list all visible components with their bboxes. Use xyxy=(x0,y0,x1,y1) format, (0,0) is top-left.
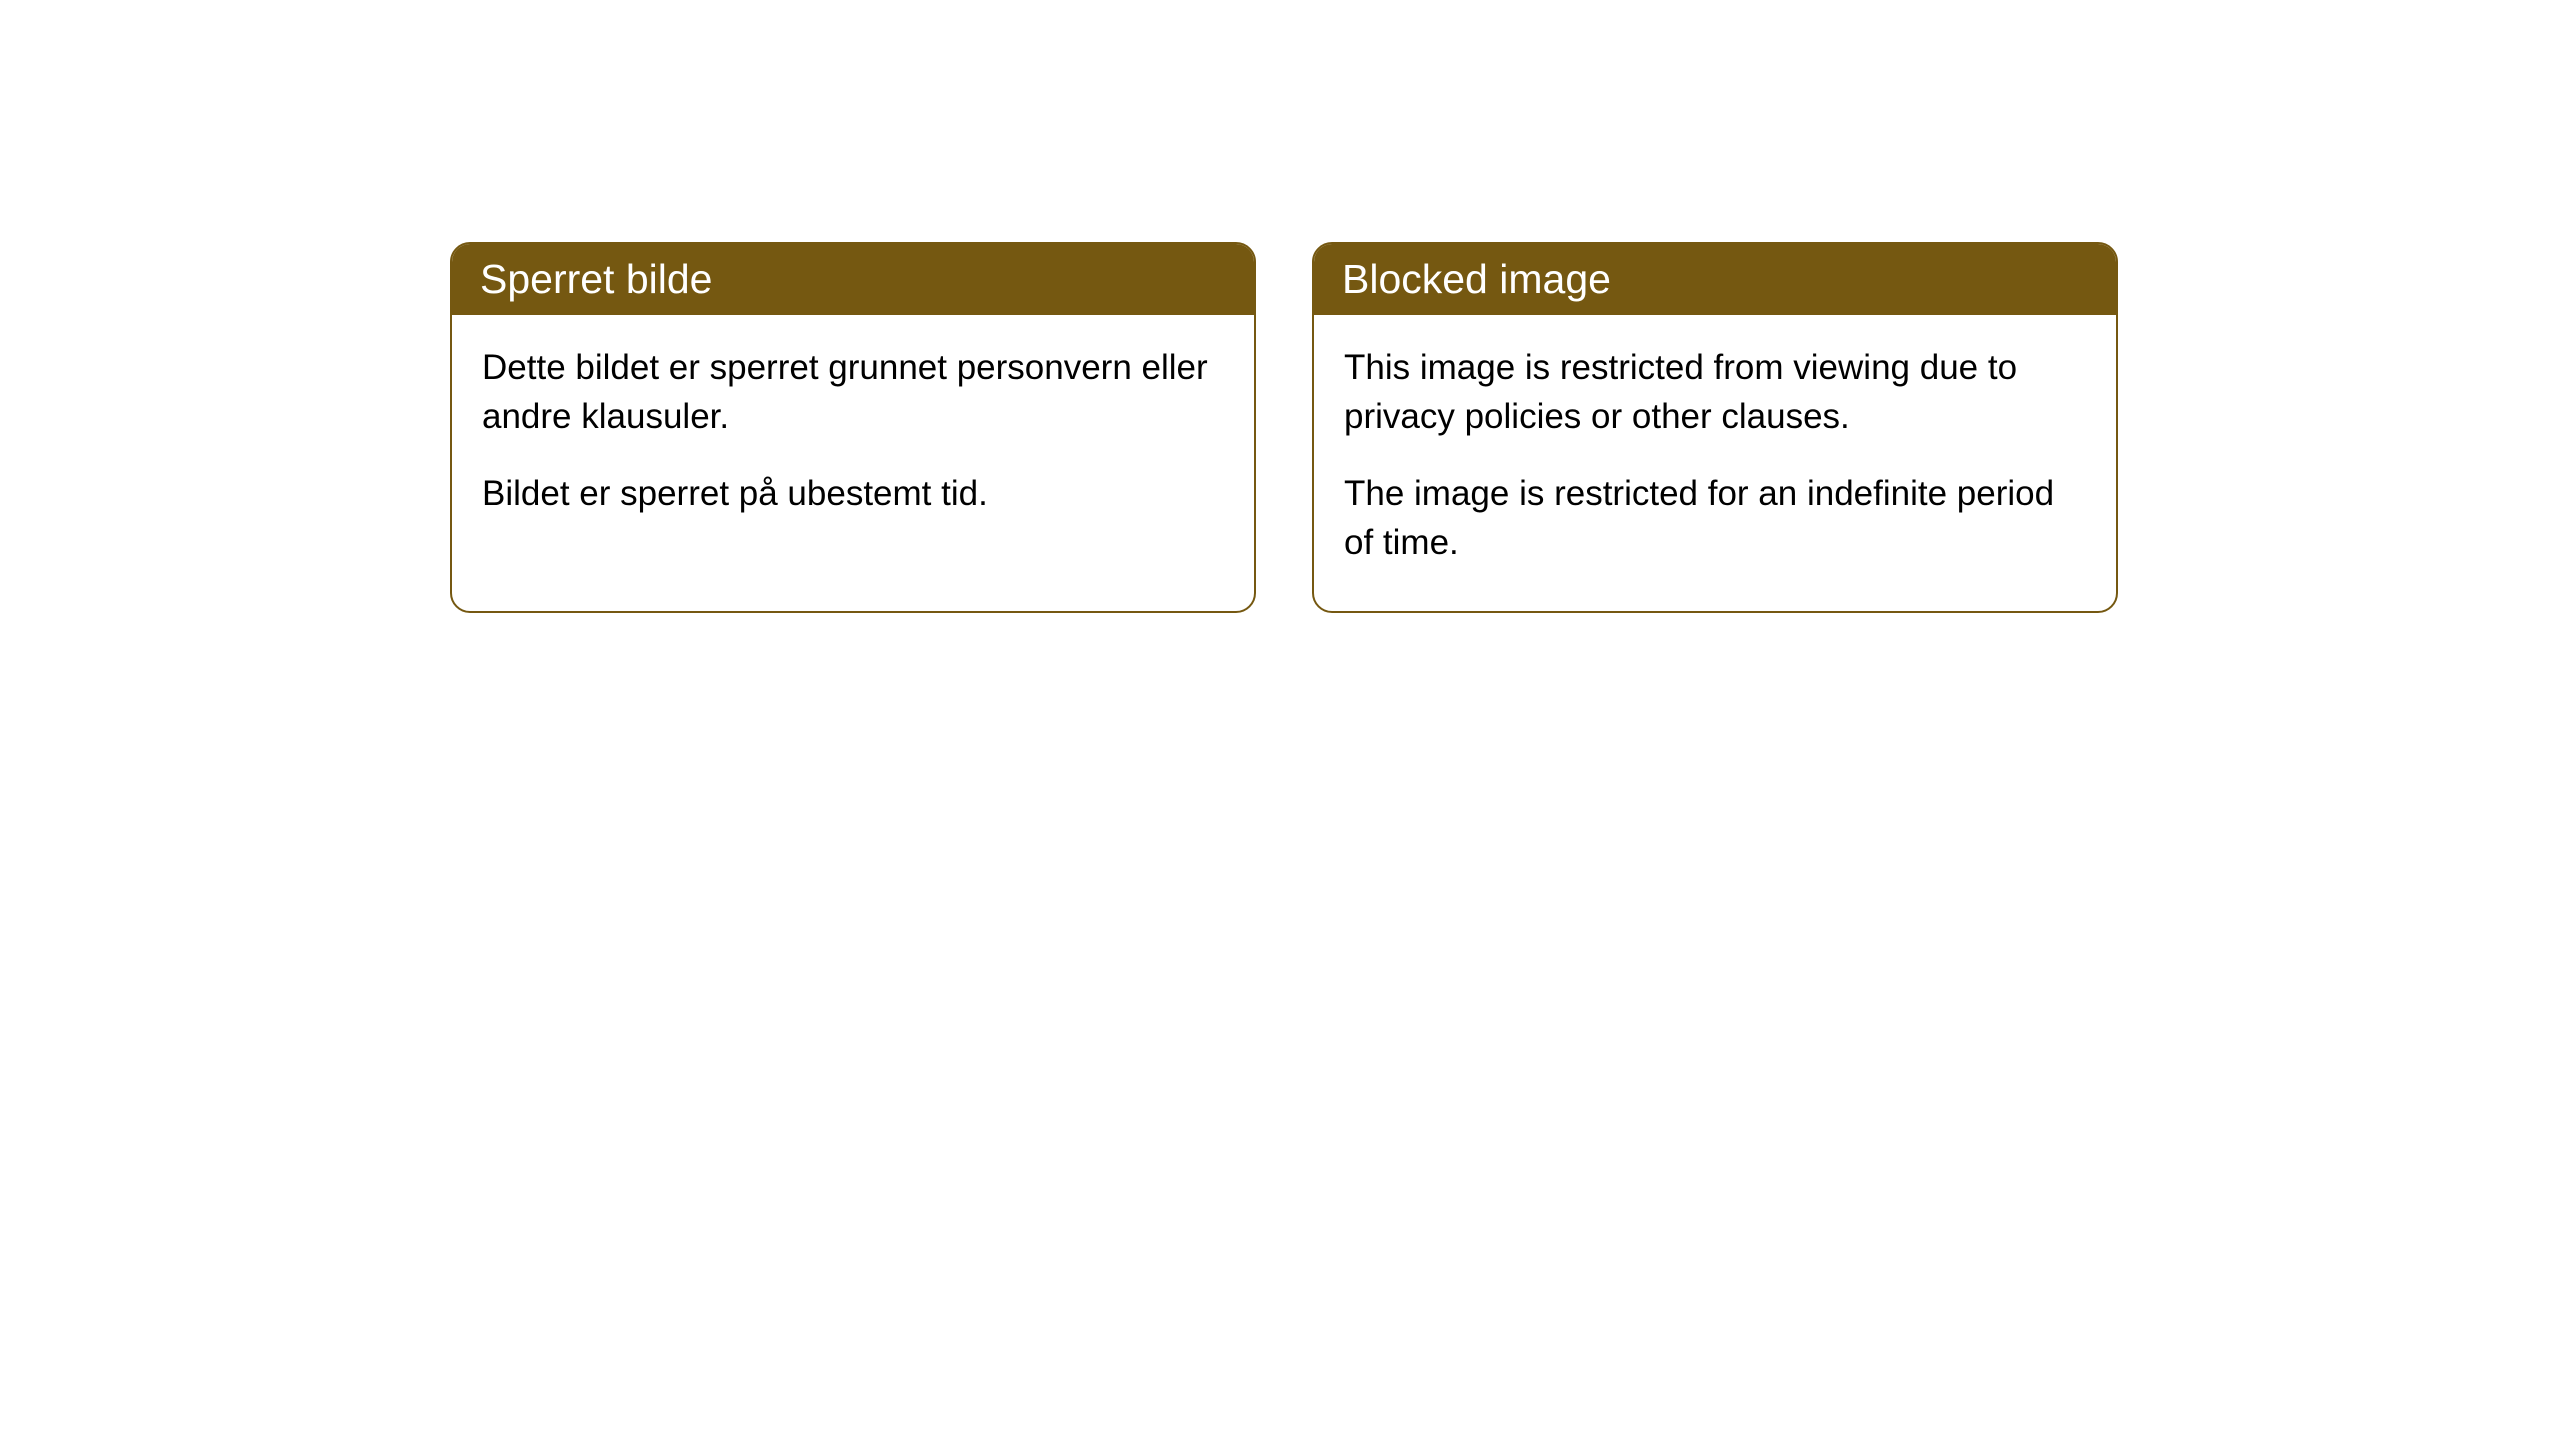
card-paragraph-2-english: The image is restricted for an indefinit… xyxy=(1344,469,2086,567)
card-header-norwegian: Sperret bilde xyxy=(452,244,1254,315)
card-title-english: Blocked image xyxy=(1342,256,1611,302)
card-body-english: This image is restricted from viewing du… xyxy=(1314,315,2116,611)
card-paragraph-1-norwegian: Dette bildet er sperret grunnet personve… xyxy=(482,343,1224,441)
blocked-image-card-norwegian: Sperret bilde Dette bildet er sperret gr… xyxy=(450,242,1256,613)
notice-cards-container: Sperret bilde Dette bildet er sperret gr… xyxy=(450,242,2560,613)
card-body-norwegian: Dette bildet er sperret grunnet personve… xyxy=(452,315,1254,562)
card-paragraph-2-norwegian: Bildet er sperret på ubestemt tid. xyxy=(482,469,1224,518)
card-paragraph-1-english: This image is restricted from viewing du… xyxy=(1344,343,2086,441)
card-header-english: Blocked image xyxy=(1314,244,2116,315)
card-title-norwegian: Sperret bilde xyxy=(480,256,712,302)
blocked-image-card-english: Blocked image This image is restricted f… xyxy=(1312,242,2118,613)
